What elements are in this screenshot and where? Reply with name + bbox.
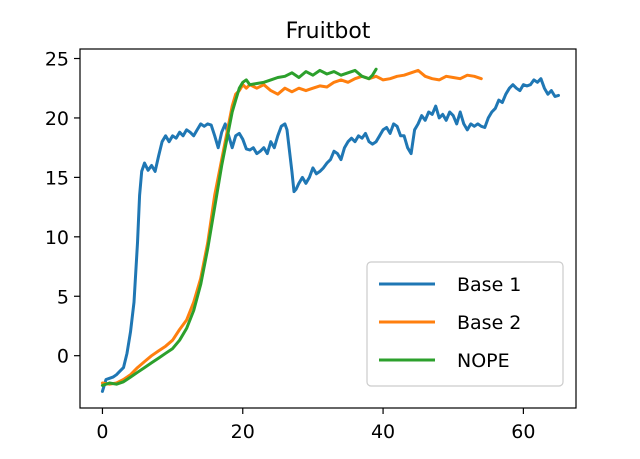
legend-box <box>366 261 564 387</box>
y-tick-label: 25 <box>45 49 69 71</box>
legend-label-3: NOPE <box>457 350 510 372</box>
legend-label-2: Base 2 <box>457 312 521 334</box>
y-tick-label: 15 <box>45 167 69 189</box>
y-tick-label: 10 <box>45 227 69 249</box>
y-tick-label: 20 <box>45 108 69 130</box>
x-tick-label: 0 <box>96 421 108 443</box>
x-tick-label: 40 <box>371 421 395 443</box>
x-tick-label: 60 <box>511 421 535 443</box>
plot-area <box>100 67 560 393</box>
legend: Base 1 Base 2 NOPE <box>366 261 564 387</box>
series-line-2 <box>100 68 483 386</box>
y-tick-label: 5 <box>57 286 69 308</box>
chart-title: Fruitbot <box>286 19 371 44</box>
series-line-3 <box>100 67 378 387</box>
y-tick-label: 0 <box>57 346 69 368</box>
legend-label-1: Base 1 <box>457 274 521 296</box>
x-tick-label: 20 <box>231 421 255 443</box>
axes: 0 20 40 60 0 5 10 15 20 25 <box>45 48 577 443</box>
series-line-1 <box>100 77 560 393</box>
axes-frame <box>79 48 577 409</box>
